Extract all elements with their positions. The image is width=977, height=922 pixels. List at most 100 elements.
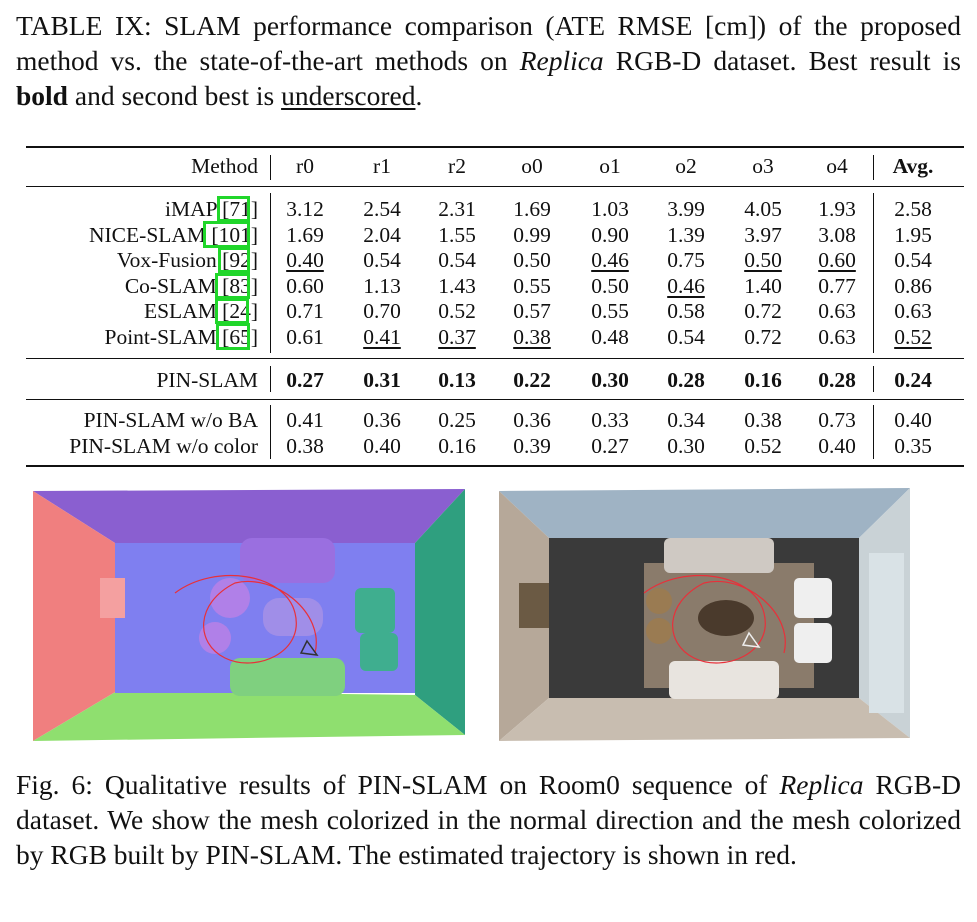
rgb-cabinet [519,583,549,628]
table-cell: 0.41 [286,408,324,432]
table-cell: 0.36 [513,408,551,432]
rgb-colorized-mesh [494,483,915,745]
table-cell: 0.40 [894,408,932,432]
column-header: o1 [599,154,621,178]
figure-caption-text: Fig. 6: Qualitative results of PIN-SLAM … [16,769,780,800]
table-cell: 0.35 [894,433,932,458]
table-cell: 0.52 [894,325,932,349]
table-cell: 3.97 [744,222,782,247]
table-caption-text-2: RGB-D dataset. Best result is [603,45,961,76]
table-cell: 0.16 [744,368,782,392]
column-header: o3 [752,154,774,178]
group2-separator-left [270,366,272,392]
table-cell: 0.99 [513,222,551,247]
table-cell: 0.16 [438,433,476,458]
table-cell: 0.40 [286,248,324,273]
column-header: Avg. [892,154,934,178]
table-caption-dataset: Replica [519,45,604,76]
table-caption-end: . [415,80,423,111]
header-separator-left [270,155,272,180]
row-method: Vox-Fusion [92] [116,248,258,273]
table-cell: 1.43 [438,273,476,298]
rgb-coffee-table [698,600,754,636]
normal-round-table-2 [199,622,231,654]
rgb-armchair-2 [794,623,832,663]
normal-round-table-1 [210,578,250,618]
table-cell: 0.38 [286,433,324,458]
citation-highlight-box [216,323,250,350]
table-cell: 0.55 [591,299,629,324]
table-cell: 1.69 [513,197,551,221]
table-cell: 0.40 [818,433,856,458]
table-cell: 0.46 [591,248,629,273]
table-cell: 0.38 [744,408,782,432]
row-method: ESLAM [24] [143,299,258,324]
figure-caption-dataset: Replica [779,769,864,800]
figure-caption-text-2: RGB-D dataset. We show the mesh colorize… [16,769,962,870]
table-cell: 0.41 [363,325,401,349]
rgb-trajectory [643,574,786,664]
table-cell: 0.31 [363,368,401,392]
table-cell: 0.34 [667,408,705,432]
table-cell: 0.28 [667,368,705,392]
table-cell: 0.63 [894,299,932,324]
table-cell: 0.38 [513,325,551,349]
table-cell: 0.30 [591,368,629,392]
normal-top-wall [33,489,465,543]
table-top-rule [26,146,964,148]
group1-separator-right [873,193,875,353]
table-cell: 0.22 [513,368,551,392]
table-cell: 3.12 [286,197,324,221]
rgb-sofa-bottom [669,661,779,699]
normal-bottom-wall [33,691,465,741]
table-cell: 1.13 [363,273,401,298]
table-cell: 0.63 [818,325,856,349]
group2-separator-right [873,366,875,392]
table-cell: 0.60 [286,273,324,298]
table-cell: 0.52 [744,433,782,458]
figure-caption: Fig. 6: Qualitative results of PIN-SLAM … [16,767,961,872]
citation-highlight-box [215,298,249,324]
citation-highlight-box [217,196,250,222]
rgb-armchair-1 [794,578,832,618]
rgb-stool-2 [646,618,672,644]
table-cell: 0.86 [894,273,932,298]
table-cell: 0.13 [438,368,476,392]
table-cell: 0.28 [818,368,856,392]
normal-coffee-table [263,598,323,636]
table-cell: 0.36 [363,408,401,432]
table-cell: 0.60 [818,248,856,273]
table-header-rule [26,186,964,188]
normal-sofa-top [240,538,335,583]
table-cell: 1.69 [286,222,324,247]
table-cell: 0.50 [513,248,551,273]
rgb-window [869,553,904,713]
table-cell: 0.50 [744,248,782,273]
table-cell: 0.54 [438,248,476,273]
table-cell: 1.39 [667,222,705,247]
normal-colorized-mesh [25,483,472,746]
normal-mesh-render [25,483,472,746]
table-cell: 0.33 [591,408,629,432]
normal-armchair-1 [355,588,395,633]
table-cell: 0.46 [667,273,705,298]
citation-highlight-box [218,247,250,273]
citation-highlight-box [203,221,250,248]
table-cell: 0.71 [286,299,324,324]
table-cell: 1.03 [591,197,629,221]
row-method: Point-SLAM [65] [104,325,259,349]
table-group-rule-2 [26,399,964,401]
table-cell: 0.27 [591,433,629,458]
normal-camera-icon [299,639,319,656]
table-cell: 2.58 [894,197,932,221]
table-cell: 0.61 [286,325,324,349]
table-caption-text: TABLE IX: SLAM performance comparison (A… [16,10,961,76]
table-cell: 0.30 [667,433,705,458]
table-cell: 0.39 [513,433,551,458]
table-cell: 0.58 [667,299,705,324]
table-cell: 2.54 [363,197,401,221]
rgb-bottom-wall [499,698,910,741]
row-method: Co-SLAM [83] [124,273,258,298]
table-cell: 0.54 [667,325,705,349]
column-header: o2 [675,154,697,178]
